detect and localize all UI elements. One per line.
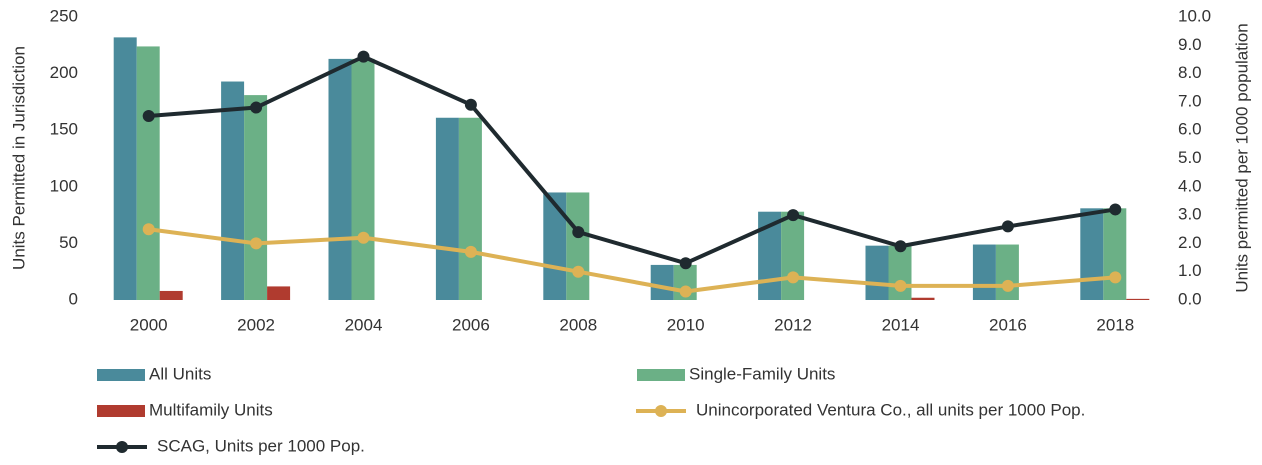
bar: [1126, 298, 1150, 300]
y2-tick-label: 3.0: [1178, 205, 1202, 224]
y2-tick-label: 0.0: [1178, 289, 1202, 308]
marker: [1001, 279, 1014, 292]
bar: [888, 245, 912, 300]
legend-swatch: [97, 405, 145, 417]
legend-marker: [116, 441, 128, 453]
marker: [464, 98, 477, 111]
y2-axis-title: Units permitted per 1000 population: [1232, 23, 1251, 292]
marker: [142, 110, 155, 123]
marker: [1109, 271, 1122, 284]
bar: [1103, 208, 1127, 300]
bar: [911, 297, 935, 300]
y-axis-title: Units Permitted in Jurisdiction: [9, 46, 28, 270]
marker: [250, 237, 263, 250]
marker: [787, 271, 800, 284]
y2-tick-label: 2.0: [1178, 233, 1202, 252]
bar: [351, 58, 375, 300]
marker: [787, 209, 800, 222]
bar: [865, 245, 889, 300]
marker: [357, 50, 370, 63]
marker: [894, 240, 907, 253]
bar: [159, 290, 183, 300]
y-tick-label: 50: [59, 233, 78, 252]
y2-tick-label: 6.0: [1178, 120, 1202, 139]
x-tick-label: 2008: [559, 315, 597, 334]
y2-tick-label: 5.0: [1178, 148, 1202, 167]
marker: [894, 279, 907, 292]
bar: [650, 264, 674, 300]
legend-label: SCAG, Units per 1000 Pop.: [157, 436, 365, 455]
line: [148, 54, 1116, 266]
bar: [458, 117, 482, 300]
legend-label: Unincorporated Ventura Co., all units pe…: [696, 400, 1085, 419]
marker: [572, 265, 585, 278]
bar: [543, 192, 567, 300]
x-tick-label: 2010: [667, 315, 705, 334]
marker: [679, 285, 692, 298]
marker: [1109, 203, 1122, 216]
marker: [142, 223, 155, 236]
bar: [972, 244, 996, 300]
y2-tick-label: 1.0: [1178, 261, 1202, 280]
line: [148, 227, 1116, 294]
marker: [572, 226, 585, 239]
marker: [679, 257, 692, 270]
y-tick-label: 150: [50, 120, 78, 139]
y2-tick-label: 4.0: [1178, 176, 1202, 195]
bar: [781, 211, 805, 300]
bar: [267, 286, 291, 300]
bar: [136, 46, 160, 300]
x-tick-label: 2014: [882, 315, 920, 334]
bar: [244, 95, 268, 300]
y-tick-label: 200: [50, 63, 78, 82]
x-tick-label: 2016: [989, 315, 1027, 334]
x-tick-label: 2000: [130, 315, 168, 334]
y-tick-label: 100: [50, 176, 78, 195]
bar: [328, 58, 352, 300]
legend-label: Single-Family Units: [689, 364, 835, 383]
y2-tick-label: 9.0: [1178, 35, 1202, 54]
y2-tick-label: 7.0: [1178, 91, 1202, 110]
marker: [464, 245, 477, 258]
bar: [1080, 208, 1104, 300]
legend-marker: [655, 405, 667, 417]
y2-tick-label: 10.0: [1178, 6, 1211, 25]
legend-label: All Units: [149, 364, 211, 383]
bar: [435, 117, 459, 300]
x-tick-label: 2018: [1096, 315, 1134, 334]
legend-label: Multifamily Units: [149, 400, 273, 419]
bar: [113, 37, 137, 300]
bar: [221, 81, 245, 300]
marker: [357, 231, 370, 244]
legend-swatch: [637, 369, 685, 381]
marker: [1001, 220, 1014, 233]
bar: [566, 192, 590, 300]
y2-tick-label: 8.0: [1178, 63, 1202, 82]
y-tick-label: 0: [69, 289, 78, 308]
marker: [250, 101, 263, 114]
y-tick-label: 250: [50, 6, 78, 25]
x-tick-label: 2004: [345, 315, 383, 334]
x-tick-label: 2012: [774, 315, 812, 334]
legend-swatch: [97, 369, 145, 381]
x-tick-label: 2002: [237, 315, 275, 334]
x-tick-label: 2006: [452, 315, 490, 334]
